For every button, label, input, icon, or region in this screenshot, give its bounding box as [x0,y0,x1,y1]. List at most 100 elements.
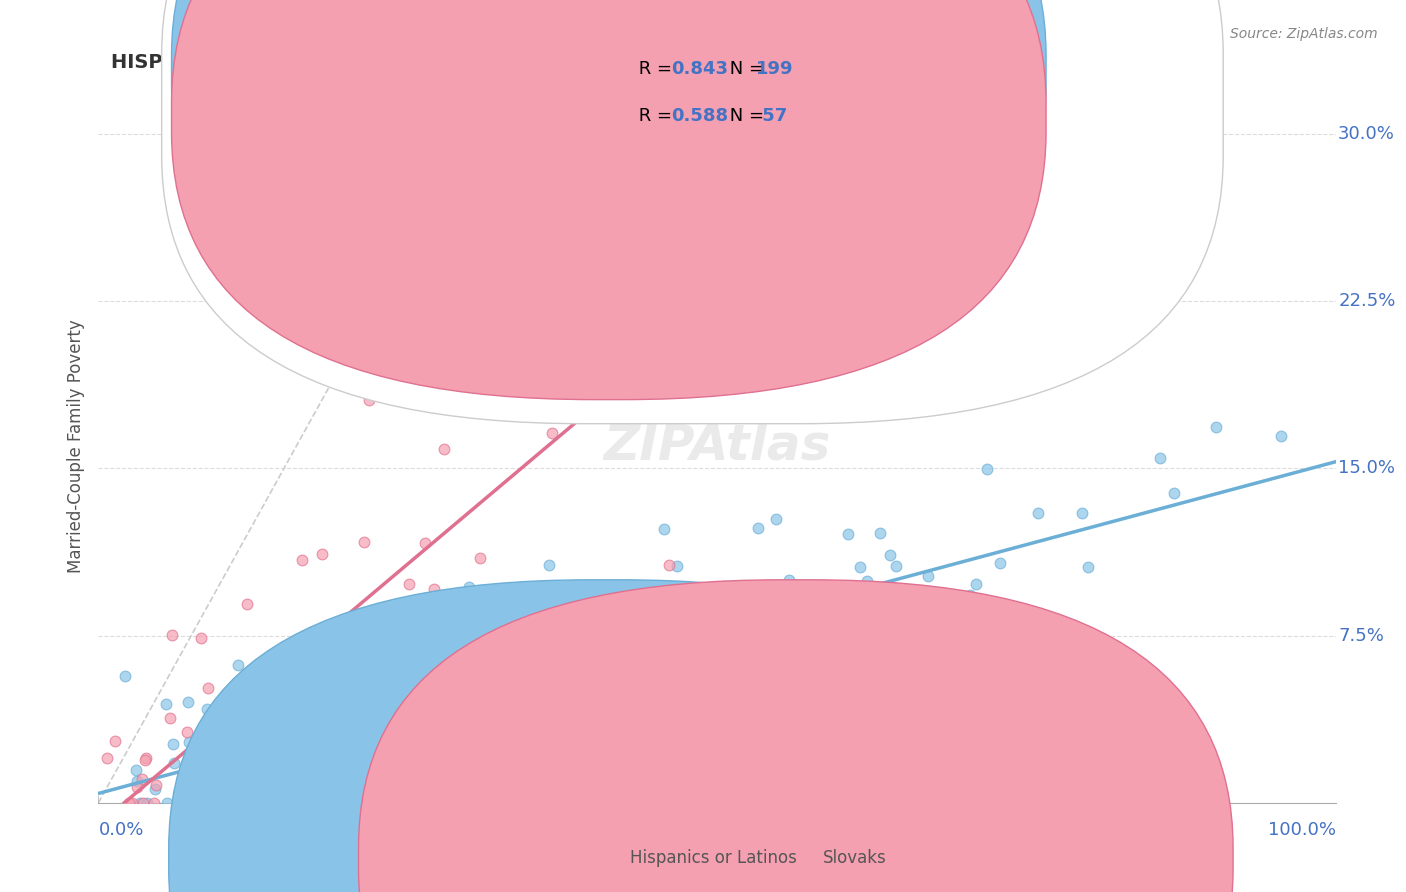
Point [295,796,318,810]
Point [328,706,350,721]
Text: 22.5%: 22.5% [1339,292,1396,310]
Point [281,747,304,762]
Point [467,680,489,694]
Point [959,648,981,662]
Text: R =: R = [636,58,675,76]
Point [651,631,673,645]
Point [976,461,998,475]
Point [411,708,433,723]
Point [214,796,236,810]
Point [765,249,787,263]
Point [640,640,662,654]
Point [398,576,420,591]
Point [387,796,409,810]
Point [305,775,328,789]
Point [564,692,586,706]
Point [252,727,274,741]
Point [121,796,143,810]
Point [335,731,357,746]
Point [560,699,582,714]
Point [236,738,259,752]
Point [540,341,562,355]
Point [343,666,366,681]
Point [537,558,560,573]
Point [380,789,402,803]
Point [145,781,167,796]
Point [1163,485,1185,500]
Text: R =: R = [636,107,675,125]
Point [610,714,633,728]
Point [132,796,155,810]
Point [706,682,728,697]
Point [260,708,283,723]
Point [723,233,745,247]
Text: 0.843: 0.843 [668,58,725,76]
Point [665,669,688,683]
Point [444,708,467,723]
Text: Source: ZipAtlas.com: Source: ZipAtlas.com [1230,27,1378,41]
Point [713,579,735,593]
Text: N =: N = [724,60,770,78]
Text: 57: 57 [749,107,780,125]
Point [311,699,333,714]
Point [247,741,270,756]
Point [1205,419,1227,434]
Point [1149,451,1171,466]
Point [353,692,375,706]
Point [583,367,606,381]
Point [652,522,675,536]
Point [294,729,316,743]
Point [257,769,280,783]
Text: Hispanics or Latinos: Hispanics or Latinos [630,849,797,867]
Text: N =: N = [720,107,759,125]
Point [778,573,800,587]
Point [692,589,714,603]
Point [557,626,579,640]
Point [125,774,148,789]
Point [299,796,322,810]
Point [450,685,472,699]
Point [273,680,295,694]
Point [516,656,538,670]
Point [357,392,380,407]
Point [380,754,402,768]
Point [299,642,322,657]
Point [367,757,389,772]
Point [162,628,184,642]
Point [319,739,342,753]
Point [163,756,186,771]
Point [492,624,515,639]
Point [250,796,273,810]
Point [404,671,426,685]
Point [226,657,249,672]
Point [465,606,488,620]
Point [125,764,148,778]
Point [156,796,179,810]
Point [714,615,737,630]
Point [779,628,801,642]
Point [527,734,550,748]
Point [118,796,141,810]
Point [879,548,901,562]
Point [711,605,734,619]
Point [606,725,628,739]
Point [657,290,679,304]
Point [423,582,446,596]
Point [125,780,148,794]
Point [418,693,440,707]
Point [1077,560,1099,574]
Point [254,796,277,810]
Text: 199: 199 [756,60,794,78]
Point [232,796,254,810]
Point [423,796,446,810]
Point [145,778,167,792]
Point [281,796,304,810]
Point [596,663,619,677]
Point [494,582,516,597]
Point [159,710,181,724]
Point [170,796,193,810]
Point [960,605,983,619]
Point [197,701,219,715]
Point [481,706,503,721]
Y-axis label: Married-Couple Family Poverty: Married-Couple Family Poverty [66,319,84,573]
